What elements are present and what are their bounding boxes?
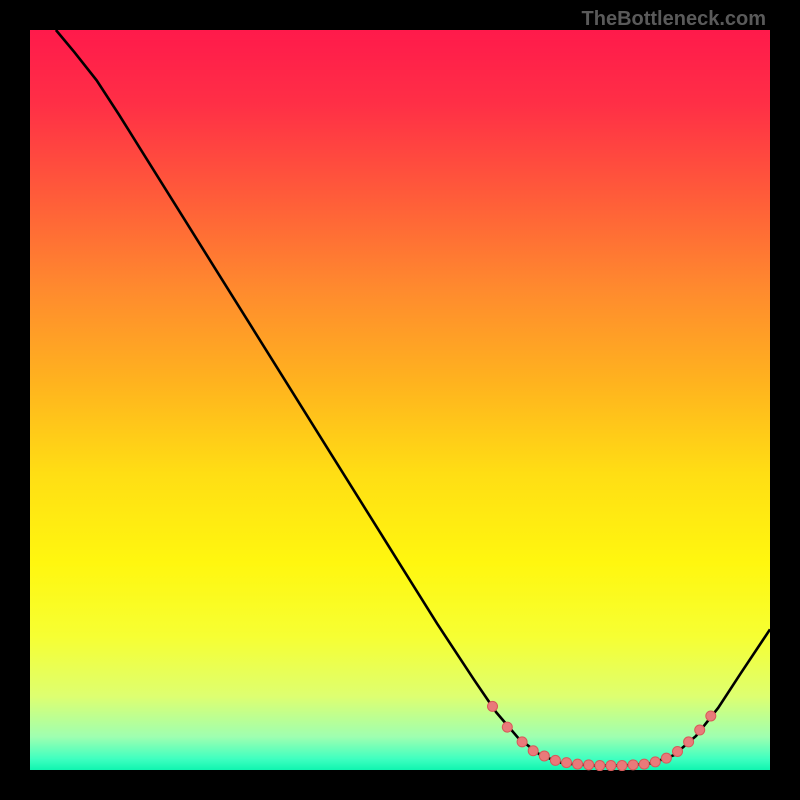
marker-point — [661, 753, 671, 763]
marker-point — [528, 746, 538, 756]
marker-point — [628, 760, 638, 770]
marker-point — [672, 746, 682, 756]
marker-point — [487, 701, 497, 711]
marker-point — [617, 761, 627, 771]
curve-layer — [30, 30, 770, 770]
marker-point — [573, 759, 583, 769]
marker-point — [550, 755, 560, 765]
marker-point — [517, 737, 527, 747]
marker-group — [487, 701, 715, 770]
marker-point — [706, 711, 716, 721]
attribution-text: TheBottleneck.com — [582, 8, 766, 31]
marker-point — [695, 725, 705, 735]
marker-point — [606, 761, 616, 771]
marker-point — [595, 761, 605, 771]
marker-point — [639, 759, 649, 769]
bottleneck-curve — [56, 30, 770, 766]
marker-point — [584, 760, 594, 770]
marker-point — [650, 757, 660, 767]
marker-point — [502, 722, 512, 732]
chart-container: TheBottleneck.com — [0, 0, 800, 800]
marker-point — [684, 737, 694, 747]
plot-area — [30, 30, 770, 770]
marker-point — [539, 751, 549, 761]
marker-point — [561, 758, 571, 768]
